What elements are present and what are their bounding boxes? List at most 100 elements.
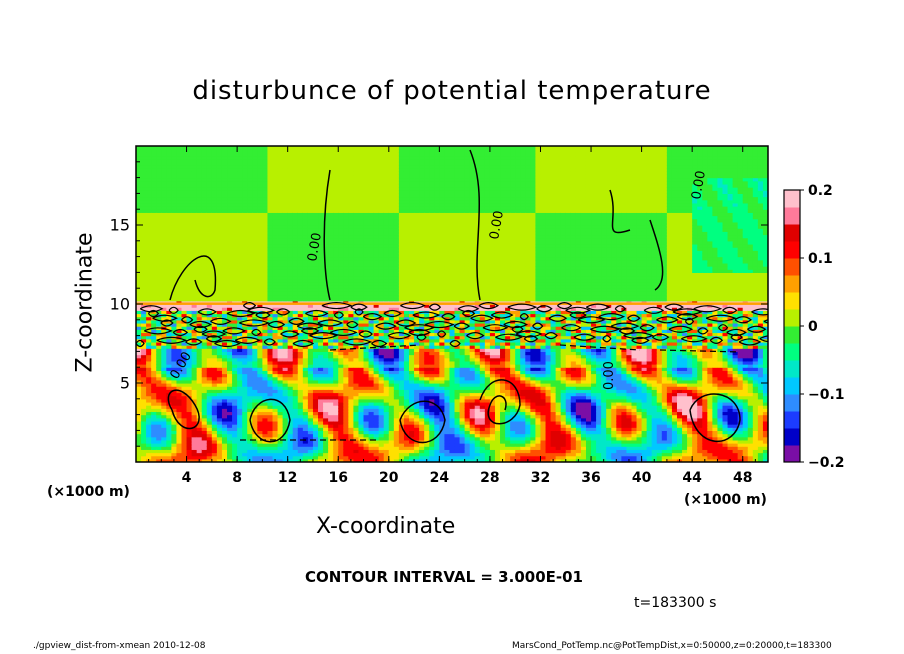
heat-cell (171, 269, 178, 273)
heat-cell (136, 313, 142, 318)
heat-cell (171, 262, 178, 267)
heat-cell (171, 424, 178, 428)
heat-cell (161, 392, 167, 397)
heat-cell (171, 354, 178, 359)
heat-cell (171, 206, 178, 210)
heat-cell (176, 256, 183, 261)
heat-cell (141, 275, 147, 280)
heat-cell (151, 215, 157, 220)
heat-cell (181, 291, 188, 296)
heat-cell (166, 161, 172, 166)
heat-cell (176, 253, 183, 258)
heat-cell (181, 370, 188, 375)
heat-cell (156, 316, 162, 321)
heat-cell (156, 420, 162, 425)
heat-cell (176, 446, 183, 450)
heat-cell (166, 164, 172, 169)
heat-cell (161, 373, 167, 378)
heat-cell (156, 256, 162, 261)
heat-cell (171, 401, 178, 406)
heat-cell (136, 417, 142, 422)
heat-cell (181, 307, 188, 311)
heat-cell (151, 452, 157, 457)
heat-cell (146, 405, 152, 409)
heat-cell (136, 237, 142, 242)
heat-cell (176, 146, 183, 150)
heat-cell (166, 149, 172, 153)
heat-cell (181, 420, 188, 425)
heat-cell (166, 458, 172, 462)
heat-cell (156, 158, 162, 163)
heat-cell (161, 414, 167, 419)
heat-cell (151, 168, 157, 172)
heat-cell (181, 411, 188, 416)
heat-cell (181, 345, 188, 349)
heat-cell (166, 414, 172, 419)
heat-cell (171, 439, 178, 444)
heat-cell (156, 199, 162, 204)
heat-cell (136, 278, 142, 283)
heat-cell (171, 348, 178, 352)
heat-cell (166, 269, 172, 273)
heat-cell (181, 313, 188, 318)
heat-cell (166, 439, 172, 444)
heat-cell (136, 161, 142, 166)
heat-cell (156, 455, 162, 460)
heat-cell (166, 193, 172, 198)
heat-cell (166, 395, 172, 400)
heat-cell (136, 177, 142, 182)
heat-cell (151, 405, 157, 409)
heat-cell (161, 285, 167, 289)
heat-cell (166, 174, 172, 179)
heat-cell (151, 392, 157, 397)
heat-cell (141, 196, 147, 201)
heat-cell (151, 288, 157, 292)
heat-cell (161, 206, 167, 210)
heat-cell (136, 345, 142, 349)
heat-cell (171, 332, 178, 337)
heat-cell (136, 304, 142, 308)
heat-cell (171, 417, 178, 422)
heat-cell (141, 408, 147, 413)
heat-cell (156, 376, 162, 381)
heat-cell (166, 225, 172, 229)
heat-cell (176, 386, 183, 390)
heat-cell (156, 424, 162, 428)
heat-cell (136, 259, 142, 264)
heat-cell (176, 209, 183, 213)
heat-cell (166, 243, 172, 248)
heat-cell (156, 348, 162, 352)
heat-cell (146, 443, 152, 447)
heat-cell (136, 433, 142, 438)
heat-cell (161, 237, 167, 242)
heat-cell (161, 212, 167, 217)
heat-cell (161, 348, 167, 352)
heat-cell (181, 218, 188, 223)
heat-cell (181, 408, 188, 413)
heat-cell (156, 436, 162, 441)
heat-cell (151, 433, 157, 438)
heat-cell (166, 206, 172, 210)
heat-cell (181, 452, 188, 457)
heat-cell (181, 215, 188, 220)
heat-cell (141, 367, 147, 371)
heat-cell (146, 272, 152, 277)
heat-cell (151, 458, 157, 462)
heat-cell (176, 187, 183, 191)
heat-cell (166, 360, 172, 365)
heat-cell (151, 351, 157, 356)
heat-cell (156, 341, 162, 346)
heat-cell (166, 250, 172, 255)
heat-cell (151, 364, 157, 368)
heat-cell (136, 449, 142, 454)
heat-cell (156, 221, 162, 226)
heat-cell (141, 190, 147, 194)
heat-cell (156, 202, 162, 207)
heat-cell (181, 212, 188, 217)
heat-cell (171, 411, 178, 416)
heat-cell (171, 199, 178, 204)
heat-cell (171, 190, 178, 194)
heat-cell (146, 275, 152, 280)
heat-cell (151, 269, 157, 273)
heat-cell (176, 174, 183, 179)
